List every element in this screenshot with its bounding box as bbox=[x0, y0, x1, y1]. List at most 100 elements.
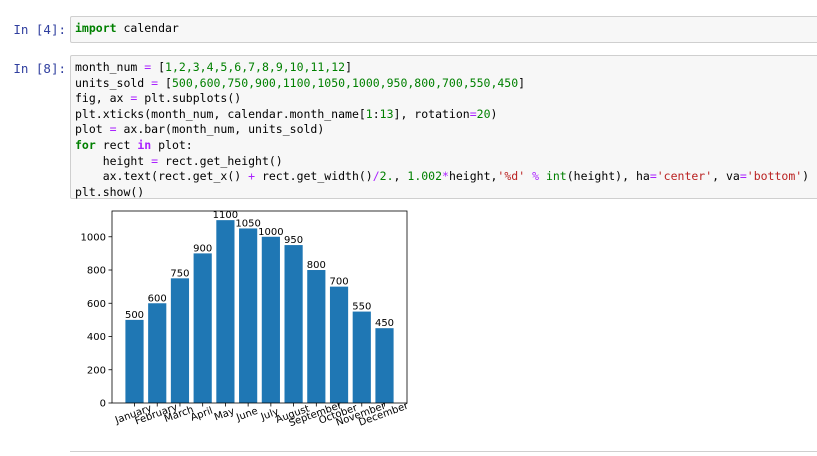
value-label: 800 bbox=[307, 260, 326, 271]
cell-prompt: In [4]: bbox=[13, 22, 66, 37]
value-label: 1000 bbox=[258, 227, 283, 238]
value-label: 550 bbox=[352, 302, 371, 313]
x-tick-label: June bbox=[234, 406, 259, 424]
code-token: = bbox=[109, 122, 117, 137]
code-line: units_sold = [500,600,750,900,1100,1050,… bbox=[75, 76, 817, 92]
code-token: / bbox=[372, 169, 380, 184]
code-token: 13 bbox=[379, 106, 394, 121]
code-line: import calendar bbox=[75, 21, 817, 37]
bar bbox=[193, 253, 212, 403]
value-label: 500 bbox=[125, 310, 144, 321]
code-token: rect bbox=[95, 137, 138, 152]
code: import calendar bbox=[75, 21, 817, 37]
code-token: ], rotation bbox=[393, 106, 470, 121]
value-label: 950 bbox=[284, 235, 303, 246]
code-token: = bbox=[144, 60, 152, 74]
code-token: , va bbox=[712, 169, 740, 184]
value-label: 750 bbox=[170, 268, 189, 279]
code-token: [ bbox=[151, 60, 166, 74]
code-token: rect.get_height() bbox=[158, 153, 283, 168]
code-token: '%d' bbox=[497, 169, 526, 184]
code-token: plot: bbox=[151, 137, 193, 152]
value-label: 900 bbox=[193, 243, 212, 254]
code-token: 1.002 bbox=[407, 169, 443, 184]
code-token: 20 bbox=[476, 106, 491, 121]
code-line: plt.show() bbox=[75, 185, 817, 201]
code-token: in bbox=[137, 137, 152, 152]
code-line: fig, ax = plt.subplots() bbox=[75, 91, 817, 107]
code-token: = bbox=[151, 153, 159, 168]
bar bbox=[307, 270, 326, 403]
code-cell[interactable]: month_num = [1,2,3,4,5,6,7,8,9,10,11,12]… bbox=[70, 55, 817, 199]
bar bbox=[216, 220, 235, 403]
code-token: : bbox=[372, 106, 380, 121]
code-token: plot bbox=[75, 122, 110, 137]
value-label: 1100 bbox=[213, 210, 238, 221]
code-token: [ bbox=[158, 75, 172, 90]
code-token: 500,600,750,900,1100,1050,1000,950,800,7… bbox=[171, 75, 519, 90]
code-token: ) bbox=[802, 169, 810, 184]
code-token: + bbox=[248, 169, 256, 184]
y-tick-label: 0 bbox=[100, 399, 106, 410]
code-token: height bbox=[75, 153, 152, 168]
code-token: int bbox=[545, 169, 567, 184]
code-token: plt.show() bbox=[75, 184, 145, 199]
code: month_num = [1,2,3,4,5,6,7,8,9,10,11,12]… bbox=[75, 60, 817, 200]
code-token: = bbox=[469, 106, 477, 121]
bar bbox=[261, 236, 280, 403]
code-token: calendar bbox=[116, 21, 179, 35]
bar bbox=[329, 286, 349, 403]
bar bbox=[148, 303, 167, 403]
code-token: height, bbox=[448, 169, 498, 184]
code-token: 1 bbox=[365, 106, 373, 121]
y-tick-label: 200 bbox=[87, 365, 106, 376]
code-token: ) bbox=[490, 106, 498, 121]
code-token: plt.subplots() bbox=[137, 91, 242, 106]
code-token: = bbox=[130, 91, 138, 106]
code-token: 1,2,3,4,5,6,7,8,9,10,11,12 bbox=[165, 60, 346, 74]
code-token: 'bottom' bbox=[746, 169, 803, 184]
code-token: rect.get_width() bbox=[255, 169, 373, 184]
bar bbox=[375, 328, 394, 403]
code-line: height = rect.get_height() bbox=[75, 154, 817, 170]
code-token: ax.text(rect.get_x() bbox=[75, 169, 249, 184]
code-token: = bbox=[151, 75, 159, 90]
cell-prompt: In [8]: bbox=[13, 61, 66, 76]
value-label: 450 bbox=[375, 318, 394, 329]
code-token: 2. bbox=[379, 169, 394, 184]
code-cell[interactable]: import calendar bbox=[70, 16, 817, 43]
bar bbox=[239, 228, 258, 403]
code-token: (height), ha bbox=[566, 169, 650, 184]
code-token: % bbox=[532, 169, 539, 184]
code-token: * bbox=[442, 169, 449, 184]
code-line: for rect in plot: bbox=[75, 138, 817, 154]
y-tick-label: 400 bbox=[87, 332, 106, 343]
value-label: 1050 bbox=[235, 218, 260, 229]
bar bbox=[284, 245, 303, 403]
axes-frame bbox=[111, 210, 408, 404]
code-token: , bbox=[393, 169, 408, 184]
code-token: = bbox=[739, 169, 747, 184]
bar bbox=[170, 278, 190, 403]
code-token: fig, ax bbox=[75, 91, 131, 106]
code-line: month_num = [1,2,3,4,5,6,7,8,9,10,11,12] bbox=[75, 60, 817, 76]
code-line: plot = ax.bar(month_num, units_sold) bbox=[75, 122, 817, 138]
code-line: plt.xticks(month_num, calendar.month_nam… bbox=[75, 107, 817, 123]
code-token: = bbox=[649, 169, 657, 184]
bar bbox=[125, 319, 144, 403]
code-token: ax.bar(month_num, units_sold) bbox=[116, 122, 325, 137]
y-tick-label: 600 bbox=[87, 299, 106, 310]
y-tick-label: 1000 bbox=[81, 232, 106, 243]
code-token: 'center' bbox=[656, 169, 713, 184]
x-tick-label: May bbox=[213, 406, 236, 423]
value-label: 600 bbox=[148, 293, 167, 304]
code-token: month_num bbox=[75, 60, 145, 74]
code-token: ] bbox=[518, 75, 526, 90]
code-line: ax.text(rect.get_x() + rect.get_width()/… bbox=[75, 169, 817, 185]
code-token: plt.xticks(month_num, calendar.month_nam… bbox=[75, 106, 366, 121]
y-tick-label: 800 bbox=[87, 266, 106, 277]
value-label: 700 bbox=[329, 277, 348, 288]
next-cell-border bbox=[70, 451, 817, 452]
